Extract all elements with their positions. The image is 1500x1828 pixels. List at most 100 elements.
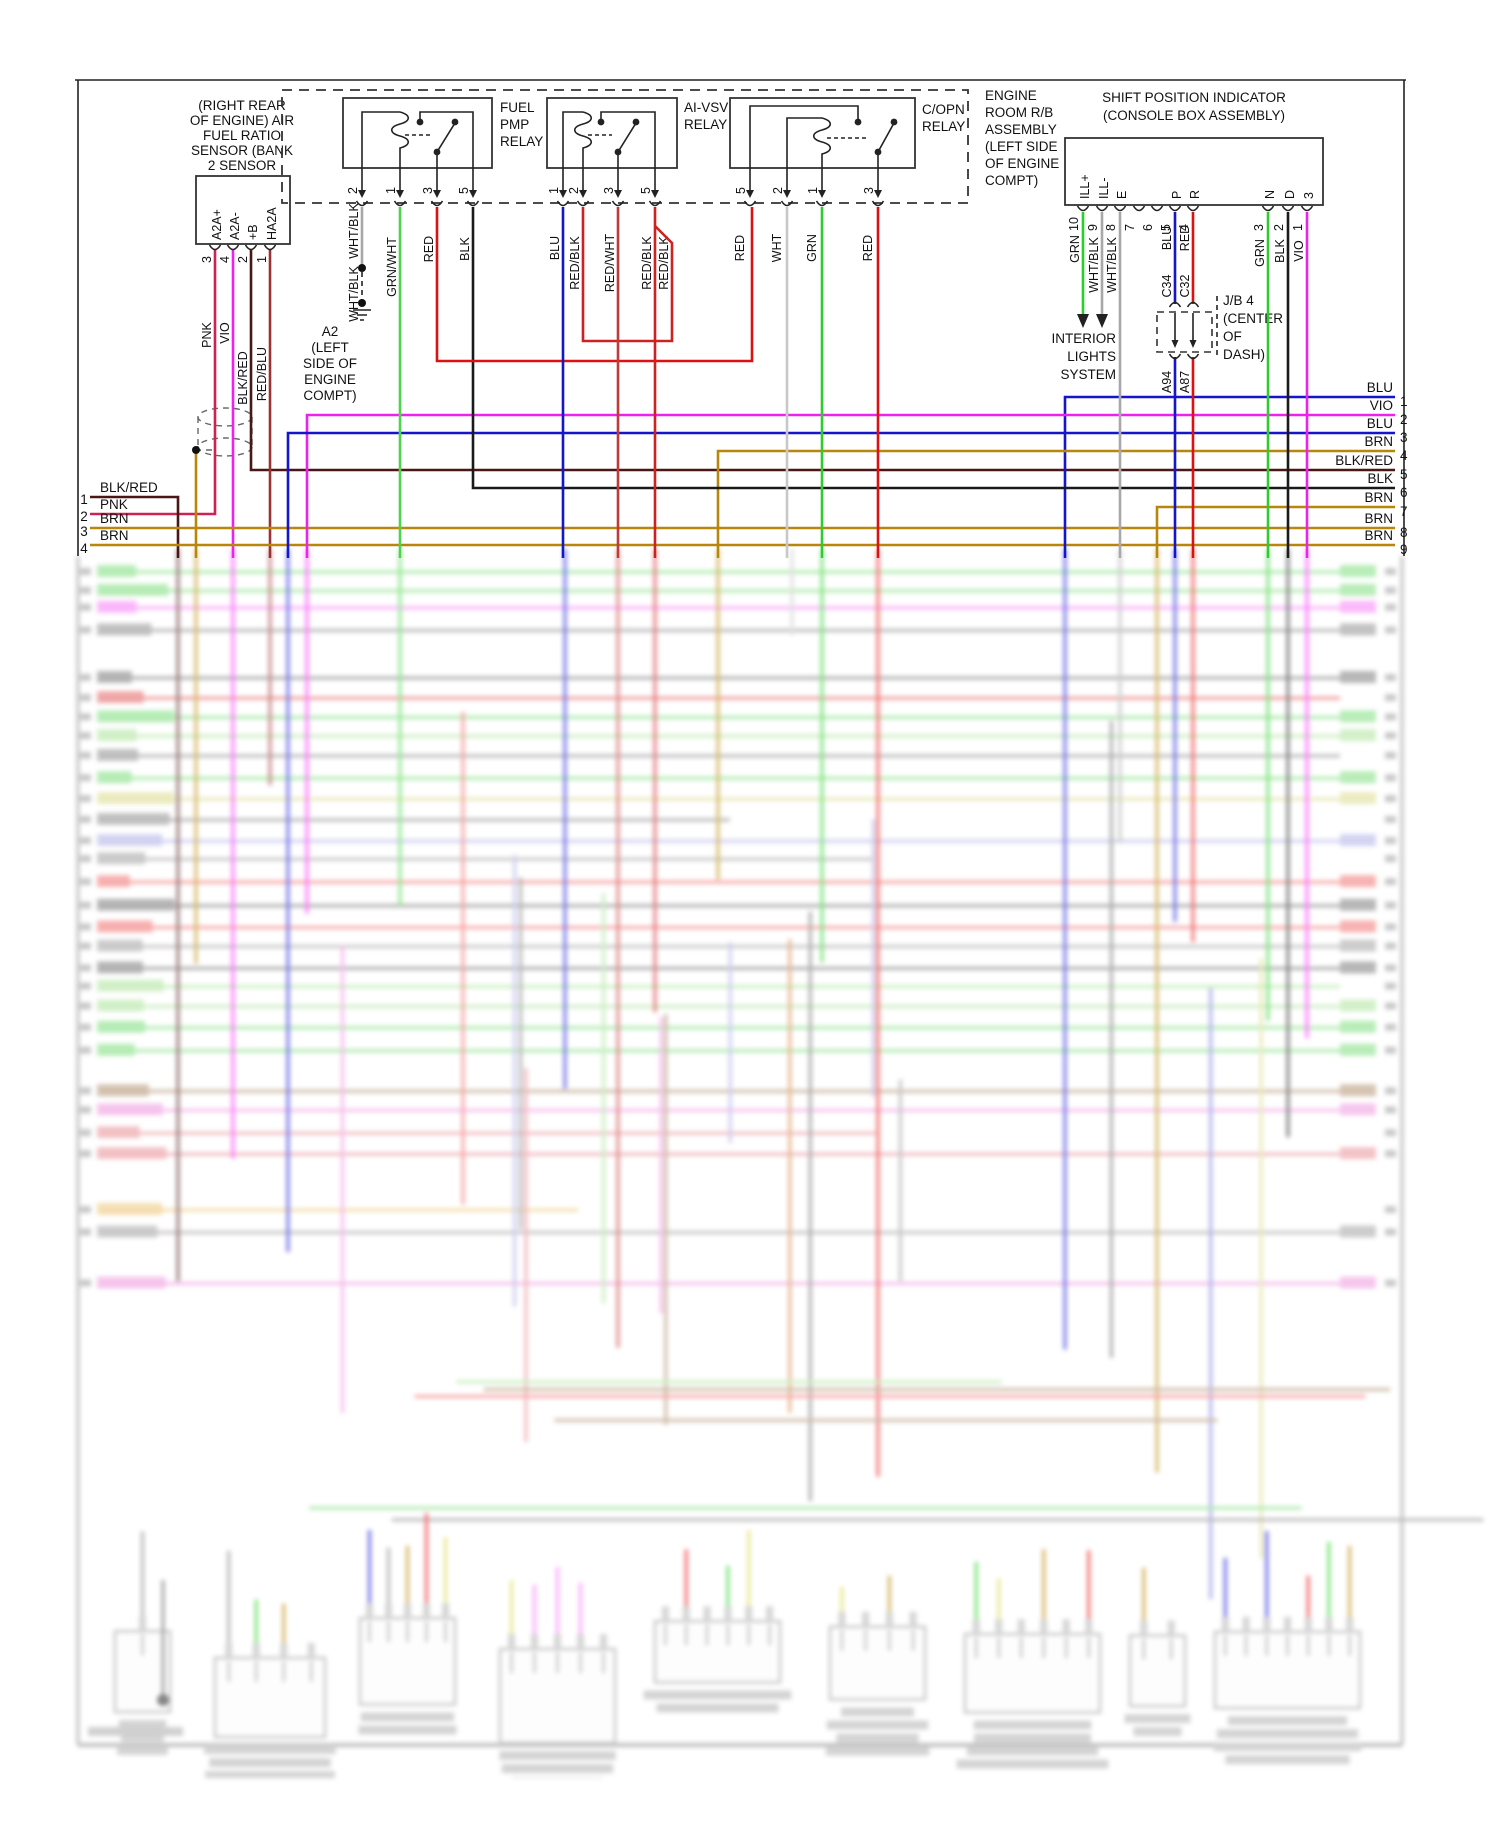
sensor-box [195,175,291,245]
row-number: 1 [1400,394,1408,409]
wire-color-label: RED [861,235,875,261]
wire-color-label: BLK [458,237,472,261]
shift-pin-name: ILL- [1097,177,1111,199]
sensor-pin-name: +B [246,224,260,240]
wire-row-blu1 [1063,395,1395,558]
wire-color-label: RED/BLK [568,236,582,290]
row-number: 9 [1400,542,1408,557]
wire-pnk [90,250,217,516]
sensor-pin-number: 1 [255,256,269,263]
relay-label: RELAY [684,117,727,132]
relay-pin-number: 1 [384,187,398,194]
shift-pin-name: 3 [1302,192,1316,199]
relay-pin-number: 3 [602,187,616,194]
shift-pin-name: P [1170,191,1184,199]
relay-label: PMP [500,117,529,132]
wire-row-brn7 [1155,505,1395,558]
row-number: 2 [80,509,88,524]
page-border [75,79,1406,556]
wire-red-blk-loop [581,207,674,343]
relay-label: RELAY [500,134,543,149]
row-wire-label: BLU [1367,380,1393,395]
wire-color-label: WHT [770,233,784,262]
sensor-title: FUEL RATIO [203,128,281,143]
shift-pin-number: 6 [1141,224,1155,231]
relay-pin-number: 3 [421,187,435,194]
sensor-title: SENSOR (BANK [191,143,293,158]
connector-code: C34 [1160,274,1174,297]
wire-color-label: RED/BLK [640,236,654,290]
row-wire-label: BLK [1367,471,1393,486]
wire-color-label: GRN [805,234,819,262]
wire-color-label: VIO [1292,240,1306,262]
relay-pin-number: 3 [862,187,876,194]
wire-blk-red [249,250,1395,472]
row-wire-label: BLU [1367,416,1393,431]
connector-symbols [208,205,1314,360]
engine-room-label: ASSEMBLY [985,122,1057,137]
wire-color-label: BLK [1273,239,1287,263]
wire-color-label: RED [422,236,436,262]
row-wire-label: BRN [1364,528,1393,543]
relay-pin-number: 5 [734,187,748,194]
wire-color-label: RED/BLU [255,347,269,401]
shield-ground-junction [192,446,200,454]
air-fuel-ratio-sensor: (RIGHT REAR OF ENGINE) AIR FUEL RATIO SE… [190,98,295,457]
engine-room-dashed-box [281,89,969,204]
row-number: 6 [1400,485,1408,500]
arrow-down-icon [1096,314,1108,328]
blurred-wiring-section [0,548,1500,1800]
shift-pin-name: ILL+ [1078,174,1092,199]
relay-pin-number: 5 [639,187,653,194]
ground-label: COMPT) [303,388,356,403]
relay-pin-number: 1 [806,187,820,194]
sensor-pin-number: 2 [236,256,250,263]
ground-label: (LEFT [311,340,349,355]
shift-pin-number: 7 [1123,224,1137,231]
connector-code: A87 [1178,371,1192,393]
sensor-title: 2 SENSOR [208,158,277,173]
ground-label: ENGINE [304,372,356,387]
row-wire-label: PNK [100,497,128,512]
fuel-pmp-relay: FUEL PMP RELAY 2 1 3 5 [342,97,543,194]
interior-lights-label: LIGHTS [1067,349,1116,364]
ai-vsv-relay: AI-VSV RELAY 1 2 3 5 [546,97,728,194]
row-number: 2 [1400,412,1408,427]
row-number: 1 [80,492,88,507]
sensor-pin-number: 4 [218,256,232,263]
jb4-label: J/B 4 [1223,293,1254,308]
wire-color-label: WHT/BLK [347,266,361,322]
wire-color-label: VIO [218,322,232,344]
shift-pin-name: E [1115,191,1129,199]
shield-symbol [197,407,253,457]
row-wire-label: BRN [1364,434,1393,449]
connector-code: A94 [1160,371,1174,393]
row-wire-label: VIO [1370,398,1393,413]
relay-label: AI-VSV [684,100,728,115]
shift-pin-number: 2 [1272,224,1286,231]
row-wire-label: BRN [100,528,129,543]
row-number: 7 [1400,504,1408,519]
row-number: 8 [1400,525,1408,540]
relay-pin-number: 5 [457,187,471,194]
wire-color-label: WHT/BLK [1087,237,1101,293]
jb4-dashed-box [1156,311,1213,353]
relay-pin-connectors [355,168,885,207]
connector-code: C32 [1178,274,1192,297]
wire-row-blk6 [471,207,1395,490]
wire-color-label: RED [733,235,747,261]
shift-pin-number: 10 [1067,217,1081,231]
wire-color-label: WHT/BLK [347,203,361,259]
row-wire-label: BRN [100,511,129,526]
sensor-title: OF ENGINE) AIR [190,113,295,128]
shift-pin-number: 5 [1159,224,1173,231]
shift-pin-number: 4 [1177,224,1191,231]
left-row-labels: 1 2 3 4 BLK/RED PNK BRN BRN [80,480,158,556]
sensor-pin-name: A2A- [228,212,242,240]
wire-color-label: RED [1178,225,1192,251]
wires [90,207,1395,558]
engine-room-label: COMPT) [985,173,1038,188]
engine-room-label: OF ENGINE [985,156,1059,171]
wire-color-label: BLU [548,236,562,260]
